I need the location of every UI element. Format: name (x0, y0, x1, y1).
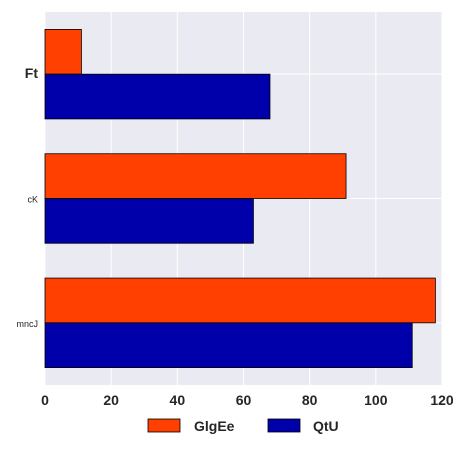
x-tick-label: 80 (302, 392, 318, 408)
bar-qtu-ft (44, 73, 271, 120)
legend-label-qtu: QtU (313, 418, 339, 434)
bar-qtu-mncj (44, 322, 413, 368)
legend-swatch-glgee (147, 418, 181, 433)
x-tick-label: 40 (170, 392, 186, 408)
x-tick-label: 60 (236, 392, 252, 408)
legend-label-glgee: GlgEe (194, 418, 235, 434)
category-label: cK (27, 195, 38, 205)
bar-glgee-mncj (44, 277, 436, 324)
x-tick-labels: 0 20 40 60 80 100 120 (41, 392, 454, 408)
category-label: mncJ (16, 319, 38, 329)
category-labels: Ft cK mncJ (16, 65, 38, 329)
x-tick-label: 0 (41, 392, 49, 408)
bar-glgee-ck (44, 153, 347, 199)
category-label: Ft (25, 65, 39, 81)
bar-glgee-ft (44, 29, 82, 75)
x-tick-label: 100 (364, 392, 388, 408)
bar-qtu-ck (44, 198, 254, 244)
legend: GlgEe QtU (147, 418, 339, 434)
x-tick-label: 20 (103, 392, 119, 408)
legend-swatch-qtu (267, 418, 301, 433)
bars (44, 29, 436, 368)
x-tick-label: 120 (430, 392, 454, 408)
